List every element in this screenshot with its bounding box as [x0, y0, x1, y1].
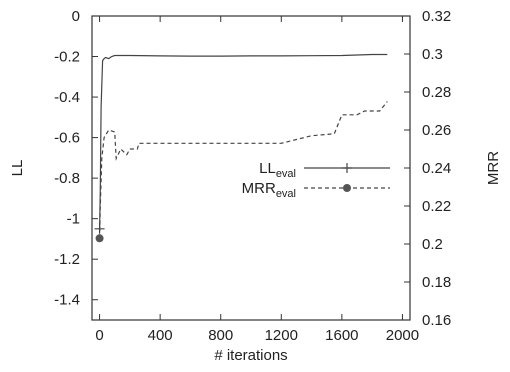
- x-tick-label: 0: [95, 327, 103, 344]
- right-y-tick-label: 0.18: [422, 274, 451, 291]
- legend-label-mrr: MRReval: [242, 180, 296, 200]
- x-tick-label: 400: [148, 327, 173, 344]
- left-y-tick-label: -1.2: [54, 251, 80, 268]
- x-tick-label: 1200: [265, 327, 298, 344]
- left-y-tick-label: 0: [72, 8, 80, 25]
- legend-marker-mrr: [343, 184, 351, 192]
- legend-label-subscript: eval: [276, 168, 296, 180]
- right-y-axis-title: MRR: [485, 151, 502, 185]
- right-y-tick-label: 0.22: [422, 198, 451, 215]
- right-y-tick-label: 0.2: [422, 236, 443, 253]
- legend-label-ll: LLeval: [259, 160, 296, 180]
- left-y-tick-label: -0.4: [54, 89, 80, 106]
- left-y-tick-label: -1: [67, 211, 80, 228]
- right-y-tick-label: 0.26: [422, 122, 451, 139]
- right-y-tick-label: 0.3: [422, 46, 443, 63]
- left-y-tick-label: -0.8: [54, 170, 80, 187]
- x-tick-label: 2000: [386, 327, 419, 344]
- series-marker-mrr: [95, 234, 104, 243]
- series-line-ll: [99, 53, 388, 229]
- legend-label-subscript: eval: [276, 188, 296, 200]
- right-y-tick-label: 0.28: [422, 84, 451, 101]
- x-axis-title: # iterations: [214, 347, 287, 364]
- series-line-mrr: [99, 101, 388, 239]
- x-tick-label: 1600: [325, 327, 358, 344]
- right-y-tick-label: 0.32: [422, 8, 451, 25]
- left-y-tick-label: -0.2: [54, 49, 80, 66]
- x-tick-label: 800: [208, 327, 233, 344]
- left-y-axis-title: LL: [9, 160, 26, 177]
- left-y-tick-label: -0.6: [54, 130, 80, 147]
- right-y-tick-label: 0.24: [422, 160, 451, 177]
- left-y-tick-label: -1.4: [54, 292, 80, 309]
- legend-marker-ll: [342, 163, 352, 173]
- right-y-tick-label: 0.16: [422, 312, 451, 329]
